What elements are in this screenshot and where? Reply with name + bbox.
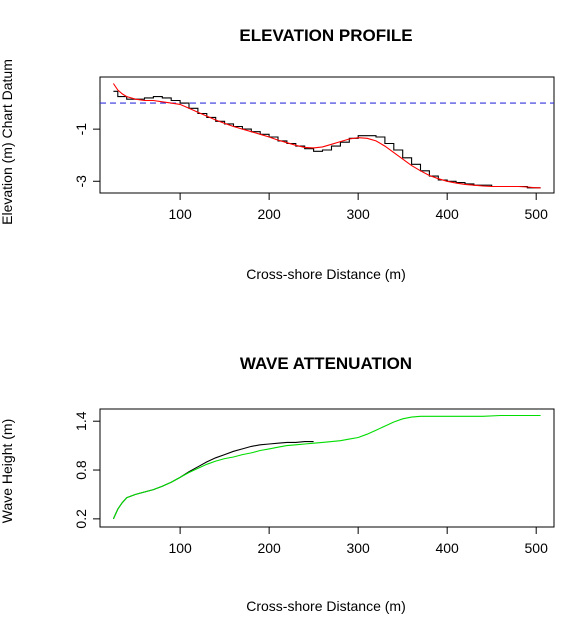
- wave-x-ticks: 100 200 300 400 500: [168, 527, 548, 556]
- elevation-series-line-1: [113, 90, 541, 189]
- elevation-x-ticks: 100 200 300 400 500: [168, 193, 548, 222]
- wave-y-axis-label: Wave Height (m): [0, 419, 15, 524]
- wave-series-line-1: [112, 441, 314, 520]
- elevation-x-tick-label: 200: [257, 206, 281, 222]
- elevation-series-line-2: [112, 83, 541, 189]
- elevation-x-axis-label: Cross-shore Distance (m): [246, 266, 405, 282]
- elevation-y-tick-label: -1: [73, 123, 89, 136]
- elevation-y-tick-label: -3: [73, 175, 89, 188]
- wave-y-tick-label: 1.4: [73, 411, 89, 431]
- wave-x-tick-label: 200: [257, 540, 281, 556]
- elevation-y-axis-label: Elevation (m) Chart Datum: [0, 59, 15, 225]
- wave-chart-title: WAVE ATTENUATION: [240, 354, 412, 373]
- wave-attenuation-panel: WAVE ATTENUATION Cross-shore Distance (m…: [0, 354, 555, 614]
- wave-x-tick-label: 500: [525, 540, 549, 556]
- wave-x-axis-label: Cross-shore Distance (m): [246, 598, 405, 614]
- elevation-x-tick-label: 500: [525, 206, 549, 222]
- elevation-series-group: [100, 83, 554, 189]
- wave-series-line-2: [112, 414, 541, 520]
- elevation-x-tick-label: 400: [435, 206, 459, 222]
- elevation-chart-title: ELEVATION PROFILE: [239, 26, 412, 45]
- wave-y-ticks: 0.2 0.8 1.4: [73, 411, 100, 529]
- wave-y-tick-label: 0.8: [73, 460, 89, 480]
- wave-series-group: [112, 414, 541, 520]
- elevation-plot-frame: [99, 76, 555, 194]
- wave-plot-frame: [99, 408, 555, 528]
- elevation-profile-panel: ELEVATION PROFILE Cross-shore Distance (…: [0, 26, 555, 282]
- wave-x-tick-label: 300: [346, 540, 370, 556]
- wave-y-tick-label: 0.2: [73, 509, 89, 529]
- elevation-x-tick-label: 300: [346, 206, 370, 222]
- elevation-x-tick-label: 100: [168, 206, 192, 222]
- elevation-y-ticks: -3 -1: [73, 123, 100, 188]
- wave-x-tick-label: 100: [168, 540, 192, 556]
- wave-x-tick-label: 400: [435, 540, 459, 556]
